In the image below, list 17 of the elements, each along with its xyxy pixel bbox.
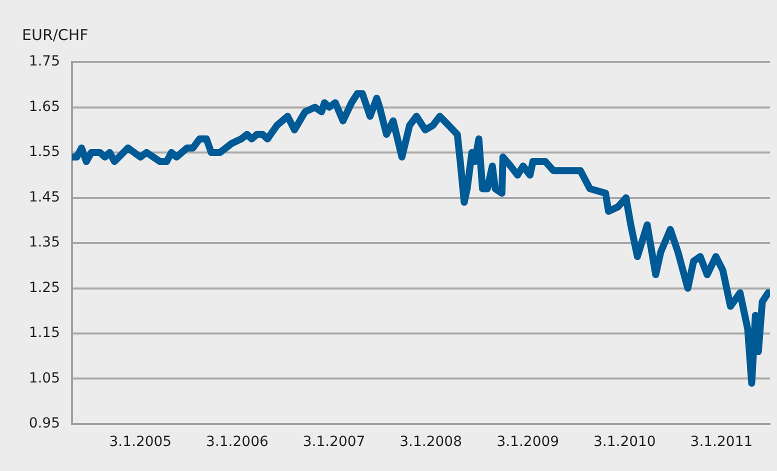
x-tick-label: 3.1.2008 xyxy=(400,434,462,450)
x-tick-label: 3.1.2006 xyxy=(206,434,268,450)
y-tick-label: 1.05 xyxy=(28,370,60,386)
y-tick-label: 0.95 xyxy=(28,416,60,432)
x-tick-label: 3.1.2011 xyxy=(690,434,753,450)
x-tick-label: 3.1.2007 xyxy=(302,434,366,450)
y-tick-label: 1.45 xyxy=(28,189,60,206)
y-tick-label: 1.65 xyxy=(28,98,60,115)
y-tick-label: 1.75 xyxy=(28,54,60,70)
x-tick-label: 3.1.2009 xyxy=(496,434,560,450)
y-tick-label: 1.15 xyxy=(28,325,60,342)
y-tick-label: 1.55 xyxy=(28,144,60,160)
x-tick-label: 3.1.2005 xyxy=(109,434,172,450)
y-tick-label: 1.35 xyxy=(28,234,60,251)
y-tick-label: 1.25 xyxy=(28,280,60,296)
y-axis-title: EUR/CHF xyxy=(22,26,88,44)
x-tick-label: 3.1.2010 xyxy=(594,434,656,450)
